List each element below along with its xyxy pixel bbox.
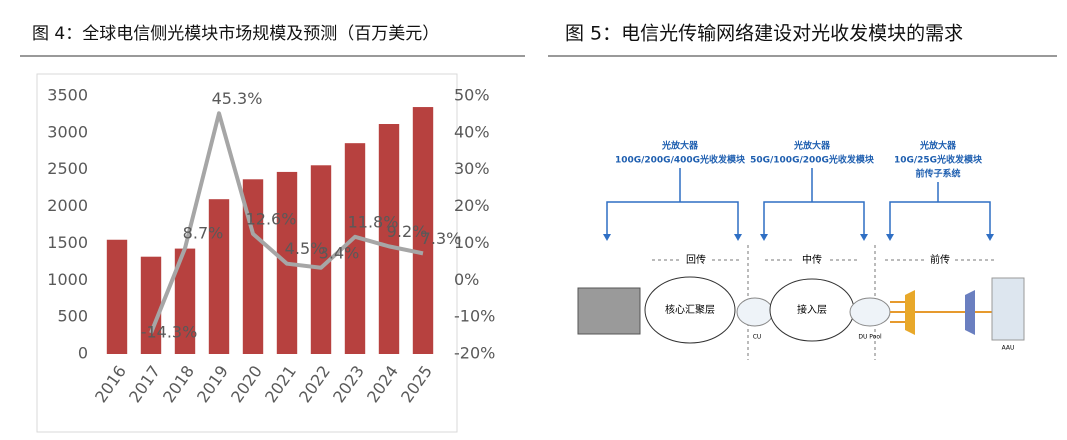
y-tick-label: 2500 <box>47 159 88 178</box>
figure-title: 图 4：全球电信侧光模块市场规模及预测（百万美元） <box>32 24 439 44</box>
y2-tick-label: 30% <box>454 159 490 178</box>
layer-label: 核心汇聚层 <box>665 303 715 316</box>
arrowheads <box>603 234 994 241</box>
device-label: CU <box>753 334 762 341</box>
bar <box>344 143 366 354</box>
segment-label: 中传 <box>802 253 822 266</box>
segment-label: 前传 <box>930 253 950 266</box>
layer-ellipse <box>644 276 736 344</box>
bar <box>378 124 400 354</box>
cloud <box>849 297 891 327</box>
y-tick-label: 0 <box>78 344 88 363</box>
y2-tick-label: 40% <box>454 122 490 141</box>
y-tick-label: 500 <box>57 307 88 326</box>
data-label: 9.2% <box>387 222 428 241</box>
y-tick-label: 1500 <box>47 233 88 252</box>
y-tick-label: 1000 <box>47 270 88 289</box>
y-tick-label: 3000 <box>47 122 88 141</box>
data-label: 12.6% <box>246 209 297 228</box>
data-label: 7.3% <box>421 229 462 248</box>
data-label: 8.7% <box>183 224 224 243</box>
data-label: 11.8% <box>348 212 399 231</box>
y-tick-label: 3500 <box>47 86 88 105</box>
bar <box>106 239 128 354</box>
group-label: 前传子系统 <box>915 168 960 180</box>
y2-tick-label: -20% <box>454 344 495 363</box>
y2-tick-label: -10% <box>454 307 495 326</box>
bar <box>140 256 162 354</box>
data-label: 4.5% <box>285 239 326 258</box>
mux <box>965 290 975 335</box>
data-label: 45.3% <box>212 89 263 108</box>
figure-title: 图 5：电信光传输网络建设对光收发模块的需求 <box>565 23 963 45</box>
bar <box>412 107 434 354</box>
bar <box>174 248 196 354</box>
device-icon <box>991 277 1025 341</box>
group-label: 100G/200G/400G光收发模块 <box>615 154 746 166</box>
bar <box>208 199 230 354</box>
y2-tick-label: 20% <box>454 196 490 215</box>
mux <box>905 290 915 335</box>
group-label: 10G/25G光收发模块 <box>894 154 983 166</box>
group-label: 光放大器 <box>661 140 699 152</box>
y2-tick-label: 10% <box>454 233 490 252</box>
data-label: -14.3% <box>141 322 198 341</box>
device-label: AAU <box>1002 345 1015 352</box>
y2-tick-label: 0% <box>454 270 479 289</box>
bar <box>310 165 332 354</box>
segment-label: 回传 <box>686 254 706 266</box>
group-label: 50G/100G/200G光收发模块 <box>750 154 875 166</box>
y-tick-label: 2000 <box>47 196 88 215</box>
cloud <box>736 297 774 327</box>
diagram: 光放大器 100G/200G/400G光收发模块 光放大器 50G/100G/2… <box>577 140 1025 360</box>
y2-tick-label: 50% <box>454 86 490 105</box>
data-label: 3.4% <box>319 243 360 262</box>
group-label: 光放大器 <box>919 140 957 152</box>
line <box>149 111 424 334</box>
device-label: DU Pool <box>858 334 882 341</box>
brackets <box>606 168 991 238</box>
dashed-lines <box>652 245 995 360</box>
group-label: 光放大器 <box>793 140 831 152</box>
device-icon <box>577 287 641 335</box>
layer-label: 接入层 <box>797 303 827 316</box>
